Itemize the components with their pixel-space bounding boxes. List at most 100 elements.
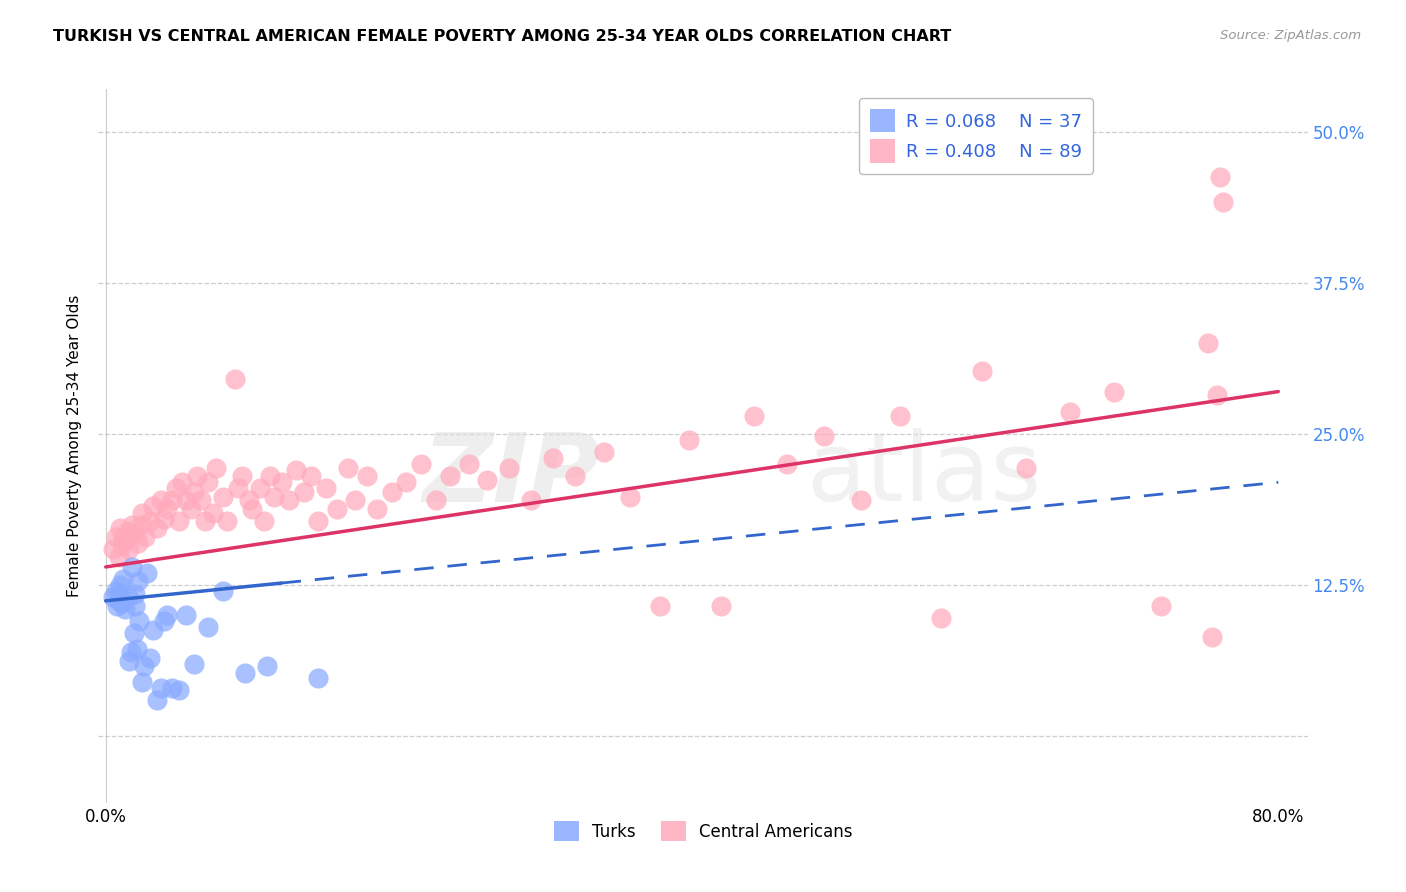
Point [183,485,205,500]
Point [110,586,132,600]
Point [1015,460,1038,475]
Point [201,506,224,520]
Point [224,372,246,386]
Point [183,657,205,671]
Point [190,493,212,508]
Point [619,490,641,504]
Point [118,654,141,668]
Point [146,521,169,535]
Point [105,530,128,544]
Point [101,590,124,604]
Point [395,475,418,490]
Point [197,475,219,490]
Point [648,599,671,613]
Text: atlas: atlas [806,428,1040,521]
Point [1059,405,1081,419]
Point [1205,388,1227,402]
Point [299,469,322,483]
Point [366,502,388,516]
Point [110,578,132,592]
Point [307,514,329,528]
Point [742,409,765,423]
Point [124,586,146,600]
Point [132,659,155,673]
Point [146,693,169,707]
Text: ZIP: ZIP [422,428,600,521]
Point [285,463,308,477]
Legend: Turks, Central Americans: Turks, Central Americans [547,814,859,848]
Point [112,572,135,586]
Point [270,475,292,490]
Point [153,511,176,525]
Point [107,599,129,613]
Point [315,481,337,495]
Point [114,602,136,616]
Point [380,485,402,500]
Point [127,535,149,549]
Point [176,608,198,623]
Point [120,645,142,659]
Point [108,594,131,608]
Point [204,460,226,475]
Point [212,584,235,599]
Point [156,502,179,516]
Point [1212,194,1234,209]
Point [176,493,198,508]
Point [278,493,301,508]
Point [813,429,835,443]
Point [238,493,260,508]
Point [1208,170,1230,185]
Point [776,457,799,471]
Point [889,409,911,423]
Point [233,666,256,681]
Point [124,526,146,541]
Point [142,500,165,514]
Point [929,611,952,625]
Point [167,514,190,528]
Point [125,642,148,657]
Point [439,469,461,483]
Point [231,469,253,483]
Point [142,623,165,637]
Point [122,626,145,640]
Point [150,493,173,508]
Point [256,659,278,673]
Point [153,615,176,629]
Point [409,457,432,471]
Point [131,674,153,689]
Point [972,364,994,378]
Y-axis label: Female Poverty Among 25-34 Year Olds: Female Poverty Among 25-34 Year Olds [67,295,83,597]
Point [226,481,249,495]
Point [138,650,160,665]
Text: Source: ZipAtlas.com: Source: ZipAtlas.com [1220,29,1361,42]
Point [165,481,187,495]
Point [1201,630,1223,644]
Point [307,671,329,685]
Point [1197,336,1219,351]
Point [343,493,366,508]
Point [111,538,134,552]
Point [197,620,219,634]
Point [110,521,132,535]
Point [160,493,183,508]
Point [849,493,872,508]
Point [240,502,263,516]
Point [475,473,498,487]
Point [564,469,586,483]
Point [115,533,138,548]
Point [160,681,183,695]
Point [117,590,139,604]
Point [128,615,150,629]
Point [186,469,208,483]
Point [259,469,281,483]
Point [326,502,349,516]
Point [129,517,152,532]
Point [292,485,315,500]
Point [180,502,202,516]
Point [124,599,146,613]
Point [131,506,153,520]
Point [194,514,217,528]
Point [498,460,520,475]
Point [425,493,447,508]
Point [520,493,543,508]
